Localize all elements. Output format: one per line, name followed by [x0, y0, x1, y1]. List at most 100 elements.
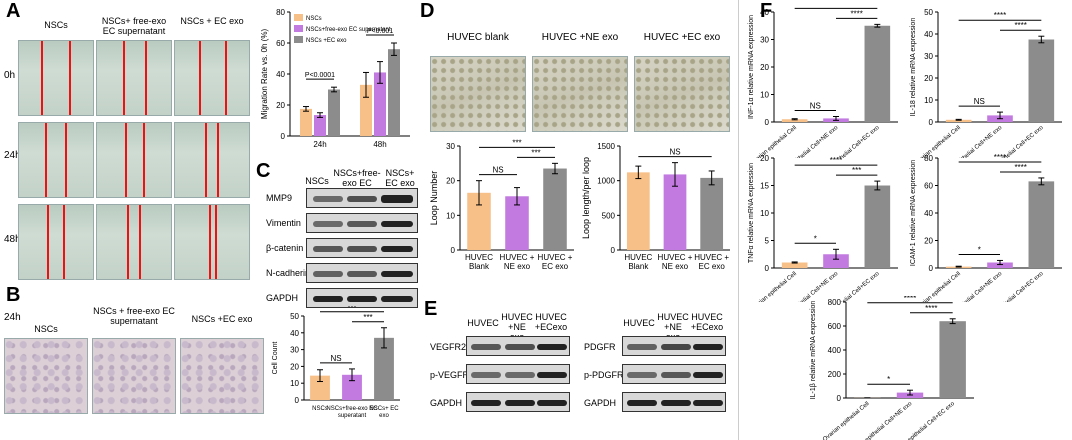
c-row-vimentin: Vimentin — [266, 218, 301, 228]
y-tick-label: 40 — [924, 209, 933, 218]
bar — [987, 262, 1013, 268]
x-tick-label: HUVEC + NE exo — [658, 253, 693, 271]
c-row-gapdh: GAPDH — [266, 293, 299, 303]
migration-rate-chart: 0 20 40 60 80 Migration Rate vs. 0h (%) 24h P<0… — [260, 8, 410, 149]
y-tick-label: 15 — [760, 182, 769, 191]
bar — [314, 115, 326, 136]
tnfa-expression-chart: 0 5 10 15 20 TNFα relative mRNA expression Ova… — [748, 154, 898, 302]
b-image-free — [92, 338, 176, 414]
x-tick-label: Ovarian epithelial Cell+NE exo — [847, 401, 914, 440]
c-row-bcatenin: β-catenin — [266, 243, 304, 253]
a-image-free-24h — [96, 122, 172, 198]
c-blot-mmp9 — [306, 188, 418, 208]
bar — [505, 196, 529, 250]
loop-length-chart: 0 500 1000 1500 Loop length/per loop HUVEC Bla… — [581, 142, 730, 271]
x-tick-label: HUVEC + NE exo — [500, 253, 535, 271]
y-tick-label: 30 — [446, 142, 455, 151]
significance-label: *** — [531, 148, 540, 157]
bar — [781, 119, 808, 122]
significance-label: **** — [994, 11, 1006, 20]
significance-label: *** — [852, 166, 861, 175]
x-tick-label: NSCs+free-exo EC superatant — [326, 406, 378, 419]
d-image-blank — [430, 56, 526, 132]
c-blot-gapdh — [306, 288, 418, 308]
bar — [374, 72, 386, 136]
c-blot-bcatenin — [306, 238, 418, 258]
significance-label: **** — [1014, 163, 1026, 172]
y-tick-label: 20 — [760, 63, 769, 72]
y-axis-title: IL-1β relative mRNA expression — [810, 301, 817, 400]
a-col-3: NSCs + EC exo — [180, 16, 244, 26]
y-tick-label: 800 — [828, 298, 842, 307]
significance-label: NS — [669, 148, 680, 157]
legend-swatch — [294, 14, 303, 21]
bar — [310, 375, 330, 400]
e-row-pdgfr: PDGFR — [584, 342, 616, 352]
e-blot-gapdh-right — [622, 392, 726, 412]
a-image-ecexo-0h — [174, 40, 250, 116]
significance-label: NS — [974, 97, 985, 106]
b-time-label: 24h — [4, 312, 21, 323]
y-axis-title: Loop length/per loop — [581, 157, 591, 239]
legend-swatch — [294, 25, 303, 32]
y-tick-label: 20 — [276, 101, 285, 110]
bar — [663, 174, 687, 250]
panel-divider — [738, 0, 739, 440]
y-tick-label: 20 — [760, 154, 769, 163]
significance-label: **** — [1014, 21, 1026, 30]
significance-label: NS — [810, 102, 821, 111]
c-row-mmp9: MMP9 — [266, 193, 293, 203]
y-tick-label: 20 — [924, 237, 933, 246]
legend-label: NSCs +EC exo — [306, 38, 347, 44]
panel-d-label: D — [420, 0, 435, 22]
legend-label: NSCs+free-exo EC supernatant — [306, 27, 391, 33]
b-image-nscs — [4, 338, 88, 414]
e-right-lane-1: HUVEC — [623, 318, 655, 328]
y-tick-label: 30 — [290, 346, 299, 355]
x-tick-label: Ovarian epithelial Cell — [822, 401, 871, 440]
bar — [864, 185, 891, 268]
x-tick-label: 24h — [313, 140, 326, 149]
y-tick-label: 0 — [765, 118, 770, 127]
e-row-gapdh-right: GAPDH — [584, 398, 617, 408]
a-image-nscs-48h — [18, 204, 94, 280]
panel-f-label: F — [760, 0, 773, 22]
y-axis-title: Loop Number — [429, 171, 439, 226]
y-tick-label: 10 — [924, 96, 933, 105]
y-tick-label: 20 — [290, 362, 299, 371]
bar — [626, 172, 650, 250]
y-tick-label: 500 — [602, 211, 616, 220]
x-tick-label: HUVEC + EC exo — [538, 253, 573, 271]
y-tick-label: 5 — [765, 237, 770, 246]
a-image-free-0h — [96, 40, 172, 116]
y-tick-label: 0 — [611, 246, 616, 255]
y-tick-label: 40 — [290, 329, 299, 338]
y-axis-title: TNFα relative mRNA expression — [748, 163, 755, 263]
y-tick-label: 10 — [760, 91, 769, 100]
x-tick-label: NSCs — [312, 406, 328, 412]
y-axis-title: Cell Count — [272, 342, 279, 375]
bar — [467, 192, 491, 250]
panel-b-label: B — [6, 284, 21, 306]
bar — [945, 119, 972, 122]
e-left-lane-3: HUVEC +ECexo — [534, 312, 568, 332]
e-right-lane-3: HUVEC +ECexo — [690, 312, 724, 332]
d-img-label-1: HUVEC blank — [447, 32, 509, 43]
a-image-ecexo-48h — [174, 204, 250, 280]
a-image-ecexo-24h — [174, 122, 250, 198]
significance-label: *** — [347, 306, 356, 312]
bar — [781, 262, 808, 268]
y-tick-label: 20 — [924, 74, 933, 83]
y-tick-label: 40 — [924, 30, 933, 39]
e-row-ppdgfr: p-PDGFR — [584, 370, 624, 380]
b-col-3: NSCs +EC exo — [191, 314, 253, 324]
x-tick-label: HUVEC Blank — [465, 253, 493, 271]
b-col-1: NSCs — [34, 324, 58, 334]
bar — [543, 168, 567, 250]
y-tick-label: 1500 — [597, 142, 615, 151]
y-tick-label: 60 — [276, 39, 285, 48]
panel-c-label: C — [256, 160, 271, 182]
bar — [1028, 39, 1055, 122]
significance-label: **** — [994, 153, 1006, 162]
